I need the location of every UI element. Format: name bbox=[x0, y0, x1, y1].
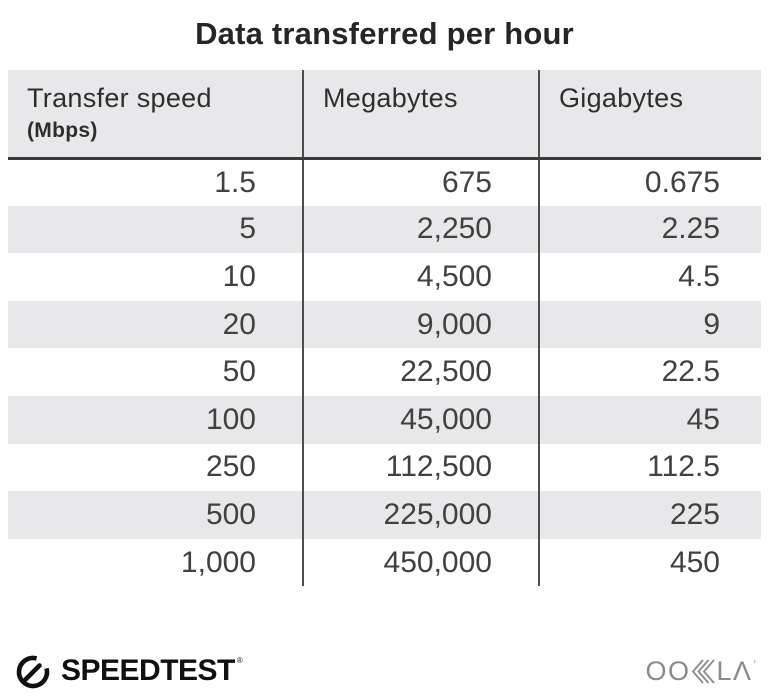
cell-megabytes: 450,000 bbox=[302, 538, 539, 587]
cell-gigabytes: 45 bbox=[538, 395, 761, 444]
speedtest-gauge-icon bbox=[14, 652, 52, 690]
table-row: 100 45,000 45 bbox=[8, 395, 761, 444]
table-body: 1.5 675 0.675 5 2,250 2.25 10 4,500 4.5 … bbox=[8, 158, 761, 587]
cell-transfer-speed: 10 bbox=[222, 259, 256, 293]
col-header-megabytes: Megabytes bbox=[302, 70, 539, 160]
cell-transfer-speed: 5 bbox=[239, 212, 256, 246]
cell-megabytes: 675 bbox=[302, 158, 539, 206]
ookla-trademark-icon: ’ bbox=[753, 658, 756, 671]
header-label-transfer-speed: Transfer speed bbox=[27, 83, 212, 113]
cell-transfer-speed: 1,000 bbox=[180, 545, 256, 579]
table-row: 1,000 450,000 450 bbox=[8, 538, 761, 587]
cell-transfer-speed: 50 bbox=[222, 355, 256, 389]
data-table: Transfer speed (Mbps) Megabytes Gigabyte… bbox=[8, 70, 761, 587]
cell-gigabytes: 225 bbox=[538, 491, 761, 539]
cell-transfer-speed: 20 bbox=[222, 307, 256, 341]
cell-gigabytes: 0.675 bbox=[538, 158, 761, 206]
col-header-gigabytes: Gigabytes bbox=[538, 70, 761, 160]
table-row: 50 22,500 22.5 bbox=[8, 348, 761, 396]
cell-megabytes: 225,000 bbox=[302, 491, 539, 539]
table-row: 1.5 675 0.675 bbox=[8, 158, 761, 206]
cell-megabytes: 112,500 bbox=[302, 443, 539, 492]
cell-transfer-speed: 500 bbox=[205, 497, 256, 531]
ookla-wordmark-right: LΛ bbox=[716, 655, 753, 686]
table-row: 20 9,000 9 bbox=[8, 300, 761, 349]
footer: SPEEDTEST ® OO LΛ ’ bbox=[14, 648, 756, 694]
table-row: 10 4,500 4.5 bbox=[8, 253, 761, 301]
cell-gigabytes: 2.25 bbox=[538, 205, 761, 254]
cell-gigabytes: 22.5 bbox=[538, 348, 761, 396]
ookla-k-icon bbox=[691, 658, 716, 685]
ookla-logo: OO LΛ ’ bbox=[645, 656, 756, 687]
speedtest-wordmark: SPEEDTEST bbox=[61, 654, 235, 687]
cell-transfer-speed: 100 bbox=[205, 402, 256, 436]
cell-megabytes: 2,250 bbox=[302, 205, 539, 254]
header-label-megabytes: Megabytes bbox=[323, 83, 458, 113]
cell-transfer-speed: 250 bbox=[205, 450, 256, 484]
header-label-gigabytes: Gigabytes bbox=[559, 83, 684, 113]
cell-megabytes: 9,000 bbox=[302, 300, 539, 349]
table-row: 500 225,000 225 bbox=[8, 491, 761, 539]
cell-megabytes: 4,500 bbox=[302, 253, 539, 301]
speedtest-logo: SPEEDTEST ® bbox=[14, 652, 243, 690]
table-header: Transfer speed (Mbps) Megabytes Gigabyte… bbox=[8, 70, 761, 160]
cell-megabytes: 45,000 bbox=[302, 395, 539, 444]
header-unit-mbps: (Mbps) bbox=[27, 119, 98, 142]
cell-transfer-speed: 1.5 bbox=[214, 165, 256, 199]
cell-gigabytes: 112.5 bbox=[538, 443, 761, 492]
ookla-wordmark-left: OO bbox=[645, 655, 691, 686]
header-row: Transfer speed (Mbps) Megabytes Gigabyte… bbox=[8, 70, 761, 160]
cell-gigabytes: 450 bbox=[538, 538, 761, 587]
col-header-transfer-speed: Transfer speed (Mbps) bbox=[8, 70, 303, 160]
page-title: Data transferred per hour bbox=[195, 16, 574, 51]
table-row: 250 112,500 112.5 bbox=[8, 443, 761, 492]
cell-megabytes: 22,500 bbox=[302, 348, 539, 396]
cell-gigabytes: 4.5 bbox=[538, 253, 761, 301]
cell-gigabytes: 9 bbox=[538, 300, 761, 349]
registered-trademark-icon: ® bbox=[236, 656, 243, 665]
table-row: 5 2,250 2.25 bbox=[8, 205, 761, 254]
